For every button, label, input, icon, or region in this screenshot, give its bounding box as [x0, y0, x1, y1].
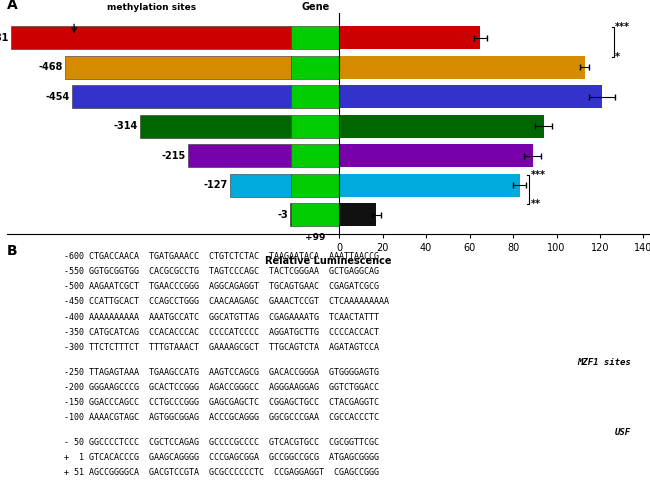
Bar: [291, 115, 339, 138]
Text: -581: -581: [0, 33, 8, 43]
Bar: [291, 144, 339, 167]
Bar: [140, 115, 291, 138]
Bar: [291, 85, 339, 108]
Text: -300 TTCTCTTTCT  TTTGTAAACT  GAAAAGCGCT  TTGCAGTCTA  AGATAGTCCA: -300 TTCTCTTTCT TTTGTAAACT GAAAAGCGCT TT…: [64, 343, 380, 352]
Bar: [291, 56, 339, 78]
Text: ***: ***: [616, 22, 630, 32]
Text: -468: -468: [39, 62, 63, 72]
Bar: [66, 56, 291, 78]
Bar: [339, 85, 602, 108]
X-axis label: Relative Luminescence: Relative Luminescence: [265, 256, 391, 266]
Text: -314: -314: [113, 121, 138, 131]
Text: -100 AAAACGTAGC  AGTGGCGGAG  ACCCGCAGGG  GGCGCCCGAA  CGCCACCCTC: -100 AAAACGTAGC AGTGGCGGAG ACCCGCAGGG GG…: [64, 413, 380, 422]
Text: +  1 GTCACACCCG  GAAGCAGGGG  CCCGAGCGGA  GCCGGCCGCG  ATGAGCGGGG: + 1 GTCACACCCG GAAGCAGGGG CCCGAGCGGA GCC…: [64, 453, 380, 462]
Text: Luciferase
Gene: Luciferase Gene: [287, 0, 344, 12]
Text: -500 AAGAATCGCT  TGAACCCGGG  AGGCAGAGGT  TGCAGTGAAC  CGAGATCGCG: -500 AAGAATCGCT TGAACCCGGG AGGCAGAGGT TG…: [64, 282, 380, 291]
Text: -450 CCATTGCACT  CCAGCCTGGG  CAACAAGAGC  GAAACTCCGT  CTCAAAAAAAAA: -450 CCATTGCACT CCAGCCTGGG CAACAAGAGC GA…: [64, 297, 389, 306]
Bar: [11, 26, 291, 49]
Bar: [339, 144, 532, 167]
Text: USF: USF: [614, 429, 630, 438]
Bar: [339, 174, 519, 197]
Text: + 51 AGCCGGGGCA  GACGTCCGTA  GCGCCCCCCTC  CCGAGGAGGT  CGAGCCGGG: + 51 AGCCGGGGCA GACGTCCGTA GCGCCCCCCTC C…: [64, 468, 380, 477]
Bar: [339, 115, 543, 138]
Bar: [188, 144, 291, 167]
Text: A: A: [6, 0, 18, 12]
Bar: [291, 203, 339, 226]
Text: -150 GGACCCAGCC  CCTGCCCGGG  GAGCGAGCTC  CGGAGCTGCC  CTACGAGGTC: -150 GGACCCAGCC CCTGCCCGGG GAGCGAGCTC CG…: [64, 398, 380, 407]
Text: -350 CATGCATCAG  CCACACCCAC  CCCCATCCCC  AGGATGCTTG  CCCCACCACT: -350 CATGCATCAG CCACACCCAC CCCCATCCCC AG…: [64, 328, 380, 337]
Bar: [72, 85, 291, 108]
Text: -200 GGGAAGCCCG  GCACTCCGGG  AGACCGGGCC  AGGGAAGGAG  GGTCTGGACC: -200 GGGAAGCCCG GCACTCCGGG AGACCGGGCC AG…: [64, 383, 380, 392]
Bar: [339, 26, 480, 49]
Text: -3: -3: [277, 210, 288, 220]
Text: MZF1 sites: MZF1 sites: [577, 359, 630, 367]
Text: - 50 GGCCCCTCCC  CGCTCCAGAG  GCCCCGCCCC  GTCACGTGCC  CGCGGTTCGC: - 50 GGCCCCTCCC CGCTCCAGAG GCCCCGCCCC GT…: [64, 438, 380, 447]
Bar: [291, 26, 339, 49]
Text: Differential SINE Alu
methylation sites: Differential SINE Alu methylation sites: [99, 0, 203, 12]
Bar: [339, 203, 376, 226]
Text: -127: -127: [203, 180, 228, 190]
Bar: [339, 56, 585, 78]
Bar: [291, 174, 339, 197]
Text: **: **: [530, 199, 541, 209]
Text: B: B: [6, 244, 17, 258]
Text: -600 CTGACCAACA  TGATGAAACC  CTGTCTCTAC  TAAGAATACA  AAATTAACCG: -600 CTGACCAACA TGATGAAACC CTGTCTCTAC TA…: [64, 252, 380, 261]
Text: *: *: [616, 52, 620, 62]
Text: -250 TTAGAGTAAA  TGAAGCCATG  AAGTCCAGCG  GACACCGGGA  GTGGGGAGTG: -250 TTAGAGTAAA TGAAGCCATG AAGTCCAGCG GA…: [64, 368, 380, 377]
Text: ***: ***: [530, 170, 545, 180]
Text: -454: -454: [46, 92, 70, 102]
Bar: [230, 174, 291, 197]
Text: +99: +99: [305, 233, 326, 242]
Text: -400 AAAAAAAAAA  AAATGCCATC  GGCATGTTAG  CGAGAAAATG  TCAACTATTT: -400 AAAAAAAAAA AAATGCCATC GGCATGTTAG CG…: [64, 313, 380, 322]
Text: -215: -215: [161, 151, 185, 160]
Text: -550 GGTGCGGTGG  CACGCGCCTG  TAGTCCCAGC  TACTCGGGAA  GCTGAGGCAG: -550 GGTGCGGTGG CACGCGCCTG TAGTCCCAGC TA…: [64, 267, 380, 276]
Bar: [290, 203, 291, 226]
